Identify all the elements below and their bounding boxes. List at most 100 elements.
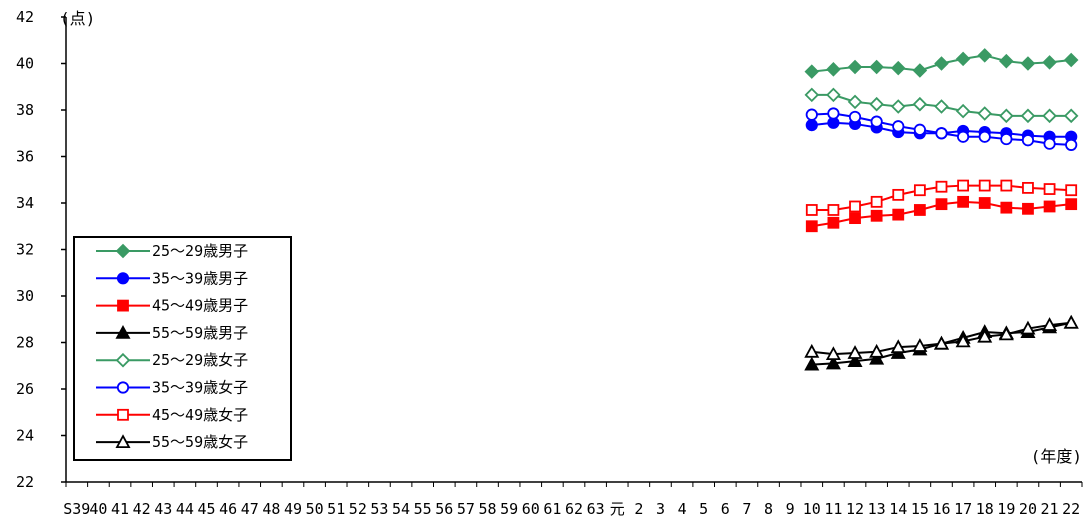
legend-label: 35〜39歳男子: [152, 269, 248, 287]
legend-label: 25〜29歳男子: [152, 242, 248, 260]
y-tick-label: 30: [16, 287, 34, 305]
data-point: [957, 130, 970, 143]
data-point: [890, 339, 906, 354]
y-tick-labels: 22 24 26 28 30 32 34 36 38 40 42: [16, 8, 66, 491]
data-point: [935, 127, 948, 140]
data-point: [1063, 314, 1079, 329]
data-point: [977, 48, 992, 63]
legend-item: 35〜39歳女子: [96, 379, 248, 397]
legend-label: 45〜49歳男子: [152, 297, 248, 315]
data-point: [955, 333, 971, 348]
x-tick-label: 元: [610, 500, 625, 518]
x-tick-label: 13: [868, 500, 886, 518]
y-unit-label: (点): [60, 9, 95, 28]
x-tick-label: 60: [522, 500, 540, 518]
data-point: [1063, 52, 1079, 68]
data-point: [913, 204, 926, 216]
x-tick-label: 19: [997, 500, 1015, 518]
x-tick-label: 63: [587, 500, 605, 518]
data-point: [869, 59, 884, 75]
data-point: [1042, 55, 1057, 70]
x-tick-label: 56: [435, 500, 453, 518]
x-tick-label: 14: [889, 500, 907, 518]
data-point: [1042, 317, 1058, 331]
x-tick-label: 62: [565, 500, 583, 518]
data-point: [1043, 183, 1056, 195]
y-tick-label: 38: [16, 101, 34, 119]
legend-item: 25〜29歳男子: [96, 242, 248, 260]
x-tick-label: 4: [678, 500, 687, 518]
x-tick-label: 21: [1041, 500, 1059, 518]
y-tick-label: 22: [16, 473, 34, 491]
x-tick-label: 8: [764, 500, 773, 518]
data-point: [1063, 108, 1079, 124]
x-tick-label: 52: [349, 500, 367, 518]
data-point: [935, 180, 948, 193]
data-point: [870, 195, 883, 208]
data-point: [825, 355, 841, 370]
data-point: [934, 56, 949, 71]
data-point: [935, 198, 948, 211]
x-tick-label: 22: [1062, 500, 1080, 518]
x-tick-label: 59: [500, 500, 518, 518]
y-tick-label: 26: [16, 380, 34, 398]
data-point: [999, 108, 1014, 124]
data-point: [826, 87, 841, 103]
legend-marker: [115, 434, 131, 449]
x-tick-label: 10: [803, 500, 821, 518]
x-tick-label: 53: [370, 500, 388, 518]
data-point: [869, 96, 884, 112]
data-point: [870, 115, 883, 128]
data-point: [892, 188, 905, 201]
x-tick-label: 42: [133, 500, 151, 518]
legend-marker: [116, 272, 130, 285]
x-tick-label: 11: [824, 500, 842, 518]
x-tick-label: 43: [154, 500, 172, 518]
data-point: [827, 204, 840, 216]
data-point: [892, 120, 905, 133]
data-point: [1000, 132, 1013, 146]
x-unit-label: (年度): [1031, 447, 1082, 466]
data-point: [849, 212, 861, 225]
series-7: [805, 179, 1078, 216]
data-point: [848, 110, 862, 124]
x-tick-label: 3: [656, 500, 665, 518]
x-tick-label: 17: [954, 500, 972, 518]
legend-marker: [117, 408, 129, 421]
x-tick-label: 44: [176, 500, 194, 518]
data-point: [934, 99, 949, 114]
x-tick-label: 50: [306, 500, 324, 518]
data-point: [805, 119, 818, 132]
data-point: [804, 356, 820, 371]
legend-label: 35〜39歳女子: [152, 379, 248, 397]
series-3: [805, 195, 1078, 233]
data-point: [913, 123, 926, 136]
legend-marker: [116, 381, 130, 394]
x-tick-label: 58: [479, 500, 497, 518]
data-point: [1065, 184, 1078, 197]
legend-label: 55〜59歳女子: [152, 433, 248, 451]
data-point: [805, 204, 818, 216]
data-point: [847, 353, 863, 368]
data-point: [1000, 201, 1013, 214]
legend-item: 25〜29歳女子: [96, 351, 248, 369]
x-tick-label: 48: [262, 500, 280, 518]
data-point: [870, 209, 883, 222]
legend-box: [73, 236, 292, 461]
data-point: [805, 220, 818, 233]
data-point: [804, 343, 820, 358]
data-point: [825, 346, 841, 361]
legend-marker: [115, 352, 131, 368]
legend-marker: [115, 325, 131, 339]
data-point: [978, 197, 991, 209]
x-tick-label: 9: [786, 500, 795, 518]
data-point: [892, 208, 905, 221]
x-tick-label: 12: [846, 500, 864, 518]
data-point: [999, 53, 1014, 69]
x-tick-labels: S39 40 41 42 43 44 45 46 47 48 49 50 51 52 53 54 55 56 57 5…: [63, 482, 1083, 518]
data-point: [847, 59, 863, 75]
x-tick-label: 40: [89, 500, 107, 518]
x-tick-label: S39: [63, 500, 90, 518]
data-point: [957, 195, 970, 208]
data-point: [912, 63, 928, 78]
